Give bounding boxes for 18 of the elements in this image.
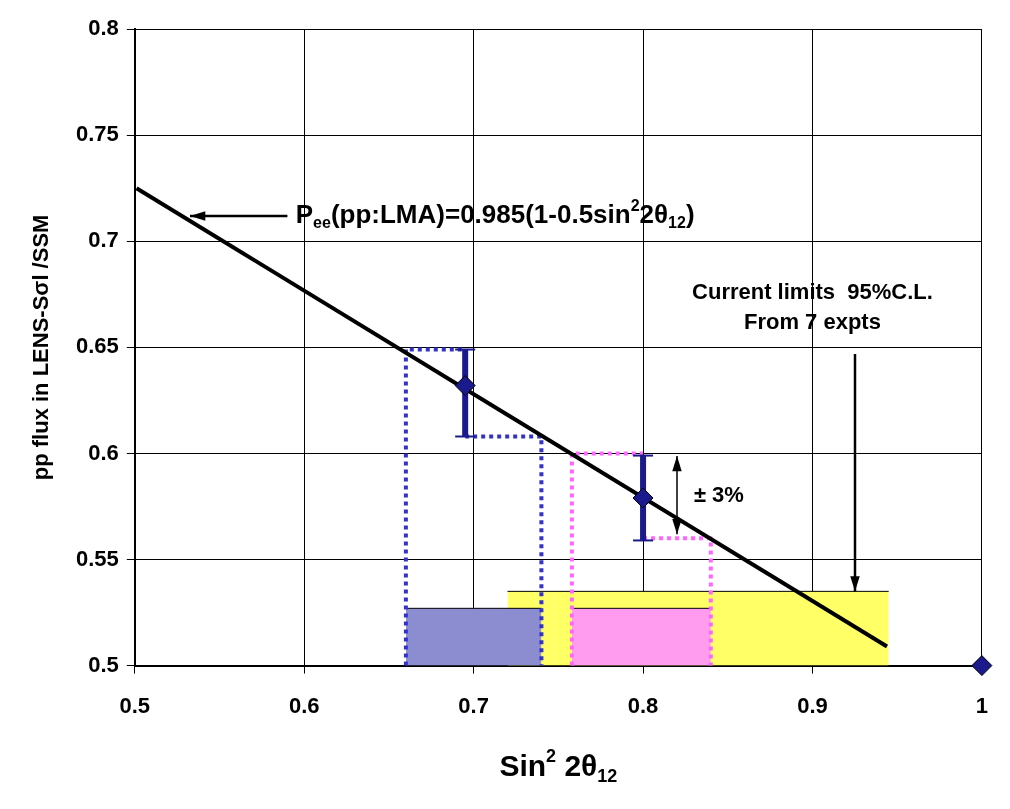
y-axis-title: pp flux in LENS-Sσl /SSM [28, 214, 54, 481]
point [971, 655, 993, 677]
x-tick-label: 0.5 [119, 692, 151, 718]
x-tick-label: 1 [975, 692, 989, 718]
y-tick-label: 0.8 [88, 15, 119, 41]
point [454, 375, 476, 397]
y-tick-label: 0.55 [75, 545, 119, 571]
point [632, 487, 654, 509]
x-tick-label: 0.6 [288, 692, 320, 718]
x-tick-label: 0.7 [458, 692, 489, 718]
y-tick-label: 0.6 [88, 439, 119, 465]
x-tick-label: 0.8 [627, 692, 659, 718]
x-tick-label: 0.9 [797, 692, 828, 718]
annotation: ± 3% [693, 481, 744, 507]
y-tick-label: 0.7 [88, 227, 119, 253]
y-tick-label: 0.65 [75, 333, 119, 359]
y-tick-label: 0.5 [88, 651, 119, 677]
y-tick-label: 0.75 [75, 121, 119, 147]
